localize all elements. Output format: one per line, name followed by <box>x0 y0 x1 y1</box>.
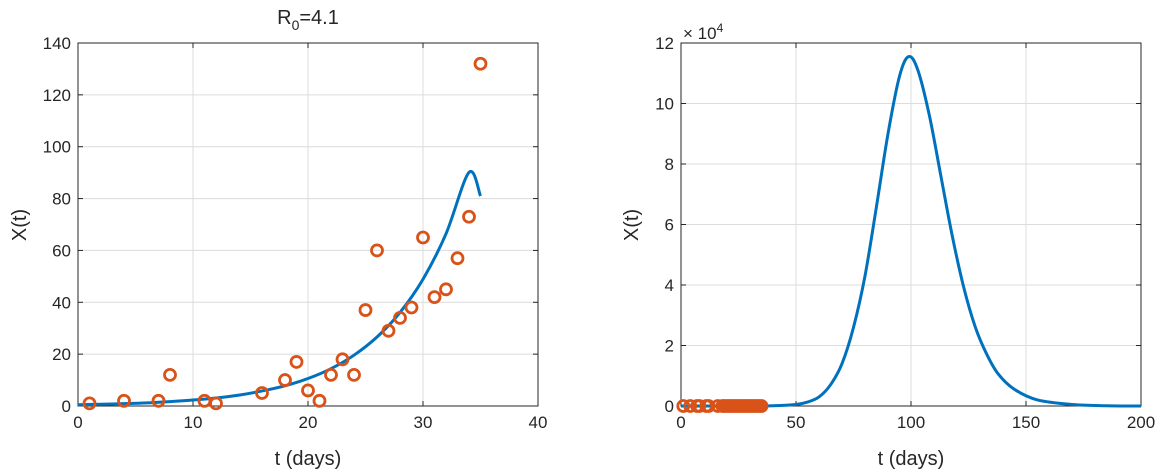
right-y-exponent: × 104 <box>683 21 724 43</box>
left-y-tick-label: 140 <box>43 34 71 53</box>
right-data-point <box>692 399 707 413</box>
right-data-point <box>754 399 769 413</box>
left-x-tick-label: 0 <box>73 413 82 432</box>
left-data-point <box>473 56 488 71</box>
left-x-tick-label: 30 <box>414 413 433 432</box>
left-chart-title: R0=4.1 <box>277 7 339 33</box>
left-y-tick-label: 80 <box>52 190 71 209</box>
left-data-point <box>393 310 407 325</box>
right-grid <box>681 43 1141 406</box>
right-data-point <box>683 399 698 413</box>
left-y-tick-label: 20 <box>52 345 71 364</box>
left-grid <box>78 43 538 406</box>
right-series <box>676 55 1142 413</box>
right-y-tick-label: 0 <box>665 397 674 416</box>
left-data-point <box>151 393 166 408</box>
left-x-tick-label: 10 <box>184 413 203 432</box>
left-x-axis-label: t (days) <box>275 448 342 470</box>
left-data-point <box>370 243 384 258</box>
right-y-axis-label: X(t) <box>621 209 643 241</box>
left-data-point <box>450 251 465 266</box>
left-data-point <box>381 323 396 338</box>
left-x-tick-label: 20 <box>299 413 318 432</box>
right-x-tick-label: 0 <box>676 413 685 432</box>
right-model-curve <box>680 55 1142 408</box>
left-data-point <box>163 367 177 382</box>
left-y-tick-label: 0 <box>62 397 71 416</box>
left-data-point <box>278 373 292 387</box>
left-data-point <box>404 300 419 315</box>
left-data-point <box>439 282 453 297</box>
right-ticks: 0 50 100 150 200 0 2 4 6 8 10 12 <box>655 34 1155 432</box>
left-data-point <box>347 367 361 382</box>
left-data-point <box>301 383 315 398</box>
left-ticks: 0 10 20 30 40 0 20 40 60 80 100 120 140 <box>43 34 548 432</box>
left-x-tick-label: 40 <box>529 413 548 432</box>
right-x-tick-label: 100 <box>897 413 925 432</box>
left-data-point <box>209 396 223 411</box>
left-data-point <box>416 230 430 245</box>
right-y-tick-label: 6 <box>665 216 674 235</box>
left-data-point <box>82 396 97 411</box>
left-data-point <box>427 290 442 305</box>
left-y-tick-label: 40 <box>52 293 71 312</box>
right-y-tick-label: 8 <box>665 155 674 174</box>
right-data-point <box>676 399 691 413</box>
right-x-tick-label: 150 <box>1012 413 1040 432</box>
left-model-curve <box>77 169 482 407</box>
right-chart: 0 50 100 150 200 0 2 4 6 8 10 12 × 104 t (days) X(t… <box>621 21 1155 470</box>
right-data-point <box>701 399 716 413</box>
left-data-point <box>324 367 338 382</box>
left-data-point <box>358 303 373 317</box>
left-y-tick-label: 100 <box>43 138 71 157</box>
right-x-axis-label: t (days) <box>878 448 945 470</box>
left-data-point <box>335 352 350 367</box>
left-y-tick-label: 60 <box>52 241 71 260</box>
left-data-point <box>312 393 327 408</box>
left-y-axis-label: X(t) <box>9 209 31 241</box>
right-y-tick-label: 4 <box>665 276 674 295</box>
left-data-point <box>462 209 476 224</box>
left-series <box>77 56 488 411</box>
left-chart: 0 10 20 30 40 0 20 40 60 80 100 120 140 R0=4.1 t (da… <box>9 7 547 470</box>
right-y-tick-label: 12 <box>655 34 674 53</box>
right-y-tick-label: 2 <box>665 337 674 356</box>
right-x-tick-label: 200 <box>1127 413 1155 432</box>
right-y-tick-label: 10 <box>655 95 674 114</box>
right-x-tick-label: 50 <box>787 413 806 432</box>
left-data-point <box>117 393 131 408</box>
left-data-point <box>255 386 269 400</box>
left-data-point <box>289 355 304 369</box>
left-y-tick-label: 120 <box>43 86 71 105</box>
